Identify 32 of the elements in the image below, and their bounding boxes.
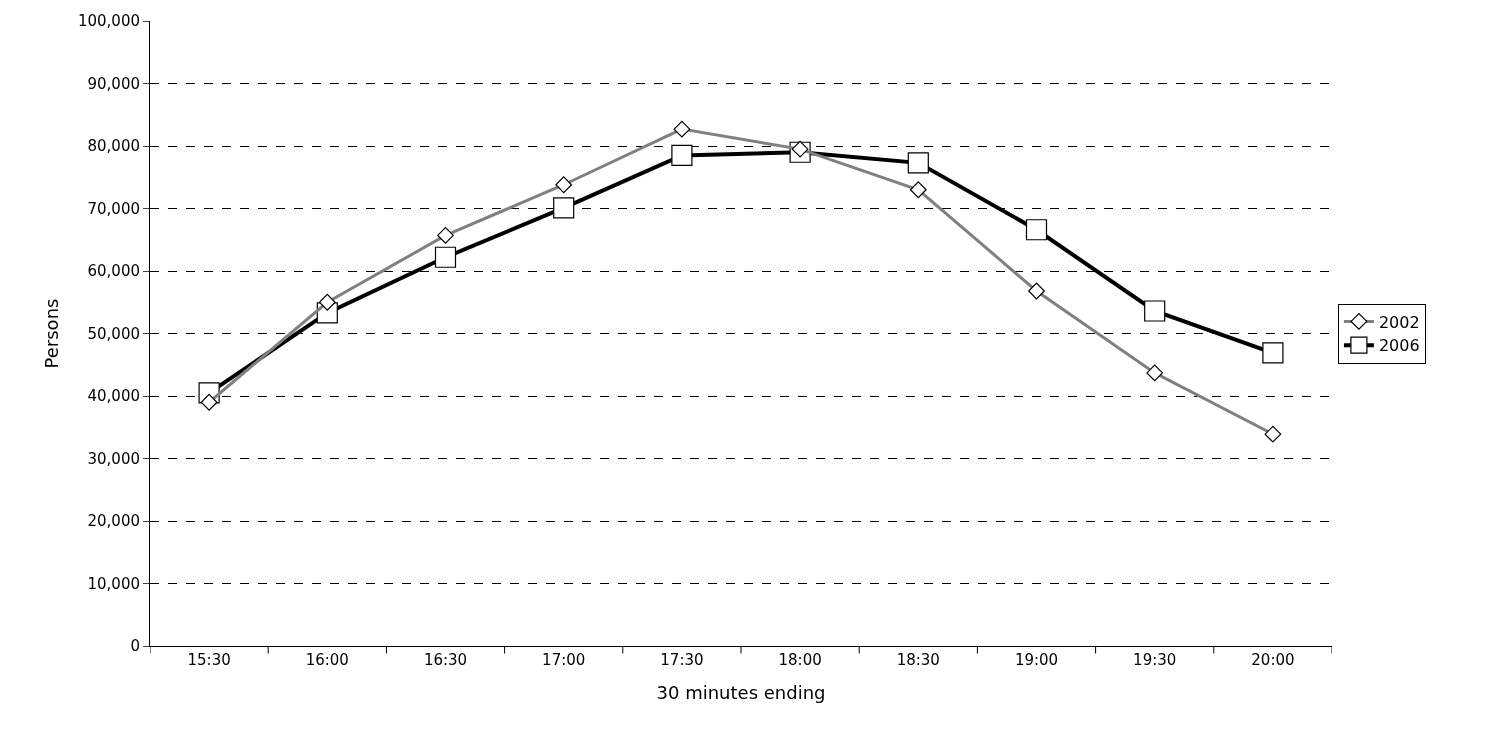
x-tick-label: 16:00 xyxy=(305,651,349,669)
point xyxy=(1144,300,1166,322)
y-tick-label: 40,000 xyxy=(87,387,140,406)
point xyxy=(553,197,575,219)
y-axis-title: Persons xyxy=(41,298,63,369)
y-tick-label: 10,000 xyxy=(87,574,140,593)
x-tick-label: 17:30 xyxy=(660,651,704,669)
x-axis-title: 30 minutes ending xyxy=(656,682,826,704)
legend-label: 2006 xyxy=(1378,336,1420,356)
point xyxy=(1025,219,1048,241)
x-tick-label: 17:00 xyxy=(542,651,586,669)
x-tick-label: 15:30 xyxy=(187,651,231,669)
point xyxy=(671,144,693,166)
y-tick-label: 90,000 xyxy=(87,74,140,93)
y-tick-label: 50,000 xyxy=(87,324,140,343)
y-tick-label: 60,000 xyxy=(87,262,140,281)
y-tick-label: 20,000 xyxy=(87,512,140,531)
x-tick-label: 20:00 xyxy=(1251,651,1295,669)
y-tick-label: 30,000 xyxy=(87,449,140,468)
point xyxy=(1262,342,1284,364)
x-tick-label: 19:00 xyxy=(1014,651,1059,669)
x-tick-label: 16:30 xyxy=(423,651,468,669)
y-tick-label: 100,000 xyxy=(77,12,140,31)
x-tick-label: 18:00 xyxy=(778,651,822,669)
y-tick-label: 80,000 xyxy=(87,137,140,156)
legend-label: 2002 xyxy=(1378,312,1420,332)
point xyxy=(434,246,457,268)
x-tick-label: 19:30 xyxy=(1133,651,1177,669)
x-tick-label: 18:30 xyxy=(896,651,940,669)
y-tick-label: 0 xyxy=(130,637,140,656)
y-tick-label: 70,000 xyxy=(87,199,140,218)
point xyxy=(907,152,929,174)
